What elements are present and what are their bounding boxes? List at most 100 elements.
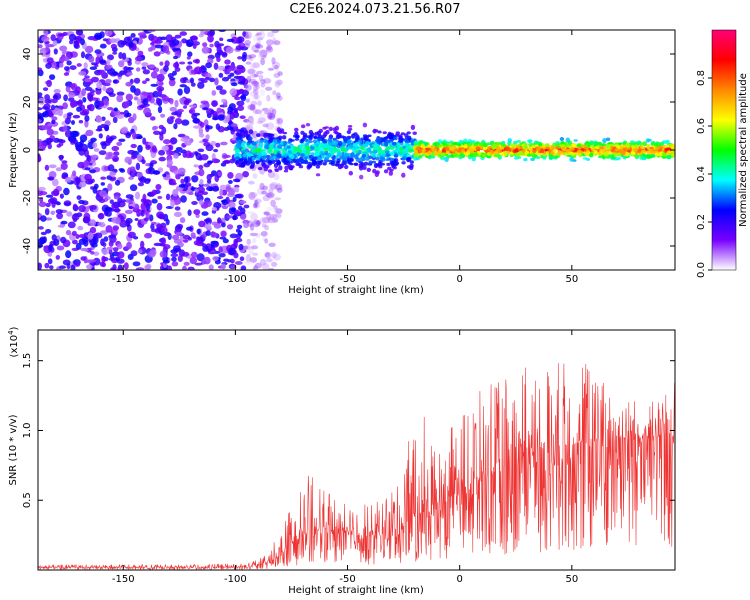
heatmap-cell [74, 262, 81, 267]
heatmap-cell [200, 80, 208, 83]
heatmap-cell [68, 92, 76, 98]
heatmap-cell [315, 173, 321, 177]
heatmap-cell [249, 104, 256, 111]
heatmap-cell [112, 225, 120, 231]
heatmap-cell [77, 225, 84, 231]
heatmap-cell [640, 145, 645, 150]
heatmap-cell [196, 253, 205, 262]
heatmap-cell [44, 262, 50, 269]
heatmap-cell [52, 94, 59, 100]
heatmap-cell [190, 232, 196, 239]
heatmap-cell [234, 186, 240, 193]
spectrogram-y-ticks: -40 -20 0 20 40 [22, 48, 675, 254]
heatmap-cell [134, 56, 143, 62]
heatmap-cell [125, 112, 132, 118]
heatmap-cell [290, 139, 295, 142]
heatmap-cell [633, 147, 638, 153]
heatmap-cell [116, 258, 125, 264]
heatmap-cell [248, 78, 257, 84]
heatmap-cell [324, 142, 329, 148]
heatmap-cell [233, 252, 239, 259]
heatmap-cell [87, 105, 92, 111]
heatmap-cell [272, 156, 277, 160]
heatmap-cell [327, 159, 332, 163]
heatmap-cell [475, 141, 480, 145]
heatmap-cell [100, 59, 106, 64]
heatmap-cell [79, 134, 88, 143]
heatmap-cell [301, 124, 306, 129]
heatmap-cell [205, 144, 214, 152]
heatmap-cell [524, 150, 529, 155]
heatmap-cell [100, 123, 107, 129]
heatmap-cell [45, 137, 54, 143]
heatmap-cell [278, 165, 283, 171]
heatmap-cell [89, 66, 98, 70]
heatmap-cell [160, 226, 168, 234]
heatmap-cell [140, 209, 145, 217]
heatmap-cell [232, 214, 237, 221]
heatmap-cell [264, 251, 272, 259]
spectrogram-x-ticks: -150 -100 -50 0 50 [112, 30, 578, 285]
heatmap-cell [150, 223, 155, 230]
heatmap-cell [510, 143, 516, 149]
heatmap-cell [208, 187, 214, 192]
heatmap-cell [207, 223, 212, 230]
heatmap-cell [404, 146, 410, 152]
heatmap-cell [60, 162, 68, 170]
heatmap-cell [257, 117, 267, 123]
heatmap-cell [168, 182, 177, 186]
heatmap-cell [55, 255, 60, 260]
heatmap-cell [169, 106, 177, 112]
heatmap-cell [105, 225, 113, 233]
heatmap-cell [276, 127, 282, 133]
heatmap-cell [112, 51, 118, 55]
heatmap-cell [492, 143, 497, 148]
heatmap-cell [183, 105, 187, 109]
heatmap-cell [205, 125, 213, 130]
heatmap-cell [112, 247, 119, 252]
heatmap-cell [105, 79, 112, 84]
heatmap-cell [105, 210, 112, 217]
heatmap-cell [263, 211, 271, 216]
heatmap-cell [102, 85, 107, 92]
heatmap-cell [344, 164, 349, 170]
heatmap-cell [299, 159, 305, 163]
heatmap-cell [236, 128, 241, 133]
heatmap-cell [262, 263, 270, 270]
heatmap-cell [38, 92, 43, 97]
heatmap-cell [40, 215, 47, 222]
heatmap-cell [386, 153, 391, 157]
heatmap-cell [106, 175, 112, 180]
heatmap-cell [225, 196, 230, 204]
colorbar-tick-label: 0.4 [696, 166, 707, 182]
heatmap-cell [566, 154, 572, 157]
heatmap-cell [171, 256, 177, 262]
heatmap-cell [113, 107, 119, 112]
heatmap-cell [593, 141, 599, 146]
heatmap-cell [203, 183, 210, 187]
heatmap-cell [372, 168, 377, 174]
heatmap-cell [569, 156, 574, 162]
heatmap-cell [130, 143, 137, 149]
heatmap-cell [608, 154, 614, 159]
heatmap-cell [60, 139, 66, 144]
heatmap-cell [161, 145, 169, 151]
heatmap-cell [145, 112, 152, 116]
heatmap-cell [59, 45, 68, 52]
heatmap-cell [180, 178, 185, 184]
heatmap-cell [399, 147, 404, 151]
heatmap-cell [265, 193, 273, 197]
y-tick-label: 20 [22, 96, 33, 109]
heatmap-cell [251, 245, 259, 250]
heatmap-cell [260, 258, 267, 266]
heatmap-cell [364, 135, 369, 141]
heatmap-cell [264, 252, 270, 258]
heatmap-cell [317, 156, 322, 161]
heatmap-cell [274, 169, 279, 173]
heatmap-cell [57, 109, 63, 117]
heatmap-cell [250, 212, 258, 221]
heatmap-cell [186, 226, 193, 231]
heatmap-cell [251, 130, 259, 139]
heatmap-cell [283, 169, 289, 173]
heatmap-cell [145, 203, 151, 211]
